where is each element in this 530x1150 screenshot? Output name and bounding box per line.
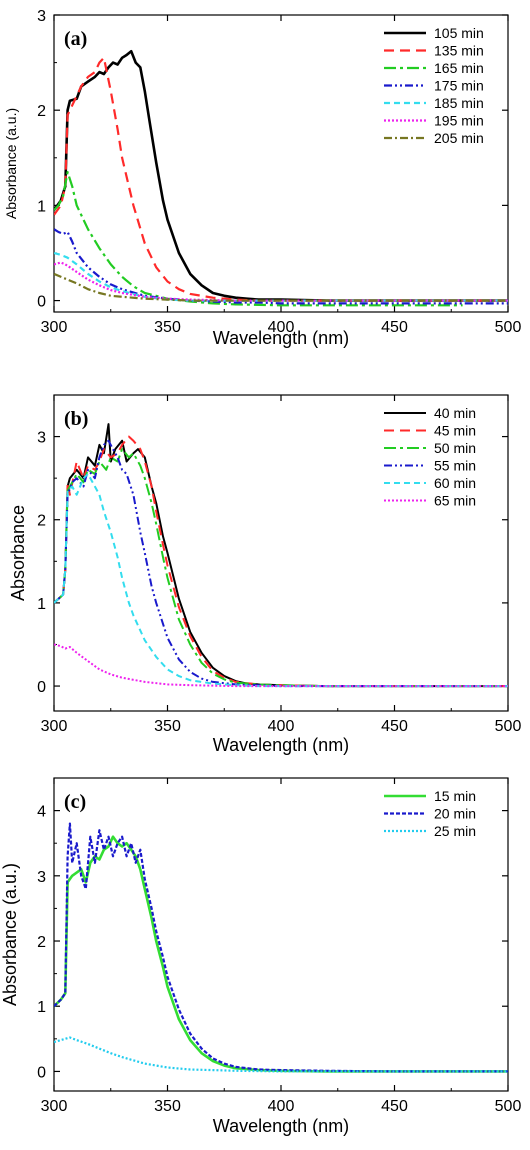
chart-panel-1: 300 350 400 450 500 0 1 2 3 Wavelength (nm) Absorb… xyxy=(3,8,521,348)
series-line xyxy=(54,835,508,1073)
series-group xyxy=(54,822,508,1073)
series-line xyxy=(54,439,508,688)
x-tick-label: 500 xyxy=(495,1098,522,1115)
legend-entry: 175 min xyxy=(434,78,484,94)
x-tick-label: 500 xyxy=(495,718,522,735)
series-line xyxy=(54,171,463,307)
x-tick-label: 300 xyxy=(41,1098,68,1115)
legend-entry: 55 min xyxy=(434,458,476,474)
y-axis-label: Absorbance (a.u.) xyxy=(0,863,20,1006)
legend-entry: 195 min xyxy=(434,113,484,129)
y-tick-label: 1 xyxy=(37,198,46,215)
x-tick-label: 400 xyxy=(268,319,295,336)
legend-entry: 45 min xyxy=(434,423,476,439)
x-axis-label: Wavelength (nm) xyxy=(213,328,349,348)
x-tick-label: 450 xyxy=(381,718,408,735)
series-group xyxy=(54,49,508,307)
x-tick-label: 300 xyxy=(41,718,68,735)
legend-entry: 25 min xyxy=(434,823,476,839)
x-tick-label: 400 xyxy=(268,718,295,735)
y-tick-label: 0 xyxy=(37,679,46,696)
y-tick-label: 4 xyxy=(37,804,46,821)
y-tick-label: 3 xyxy=(37,430,46,447)
legend-entry: 65 min xyxy=(434,493,476,509)
x-axis-label: Wavelength (nm) xyxy=(213,735,349,755)
x-tick-label: 350 xyxy=(154,319,181,336)
series-line xyxy=(54,56,508,302)
series-line xyxy=(54,228,508,305)
x-tick-label: 350 xyxy=(154,718,181,735)
x-tick-label: 450 xyxy=(381,319,408,336)
series-line xyxy=(54,1036,508,1073)
series-line xyxy=(54,473,508,688)
legend-entry: 165 min xyxy=(434,60,484,76)
x-tick-label: 300 xyxy=(41,319,68,336)
legend-entry: 50 min xyxy=(434,440,476,456)
legend-entry: 60 min xyxy=(434,475,476,491)
x-tick-label: 400 xyxy=(268,1098,295,1115)
panel-label: (b) xyxy=(64,408,88,430)
y-tick-label: 1 xyxy=(37,596,46,613)
chart-panel-2: 300 350 400 450 500 0 1 2 3 Wavelength (nm) Absorb… xyxy=(8,394,522,755)
y-tick-label: 0 xyxy=(37,294,46,311)
chart-panel-3: 300 350 400 450 500 0 1 2 3 4 Wavelength (nm) Absor… xyxy=(0,777,522,1136)
series-line xyxy=(54,643,508,688)
panel-label: (c) xyxy=(64,791,86,813)
legend-entry: 185 min xyxy=(434,95,484,111)
series-line xyxy=(54,435,508,688)
legend-entry: 135 min xyxy=(434,43,484,59)
legend-entry: 15 min xyxy=(434,788,476,804)
legend-entry: 20 min xyxy=(434,806,476,822)
y-tick-label: 2 xyxy=(37,103,46,120)
y-tick-label: 3 xyxy=(37,869,46,886)
y-tick-label: 1 xyxy=(37,999,46,1016)
y-tick-label: 2 xyxy=(37,934,46,951)
series-line xyxy=(54,261,508,302)
series-line xyxy=(54,448,508,688)
y-axis-label: Absorbance (a.u.) xyxy=(3,108,19,219)
x-axis-label: Wavelength (nm) xyxy=(213,1116,349,1136)
legend-entry: 205 min xyxy=(434,130,484,146)
y-tick-label: 3 xyxy=(37,8,46,25)
x-tick-label: 450 xyxy=(381,1098,408,1115)
x-tick-label: 350 xyxy=(154,1098,181,1115)
y-axis-label: Absorbance xyxy=(8,505,28,601)
panel-label: (a) xyxy=(64,28,87,50)
legend-entry: 105 min xyxy=(434,25,484,41)
legend-entry: 40 min xyxy=(434,405,476,421)
series-group xyxy=(54,423,508,688)
series-line xyxy=(54,822,508,1073)
x-tick-label: 500 xyxy=(495,319,522,336)
y-tick-label: 2 xyxy=(37,513,46,530)
y-tick-label: 0 xyxy=(37,1064,46,1081)
series-line xyxy=(54,272,508,302)
